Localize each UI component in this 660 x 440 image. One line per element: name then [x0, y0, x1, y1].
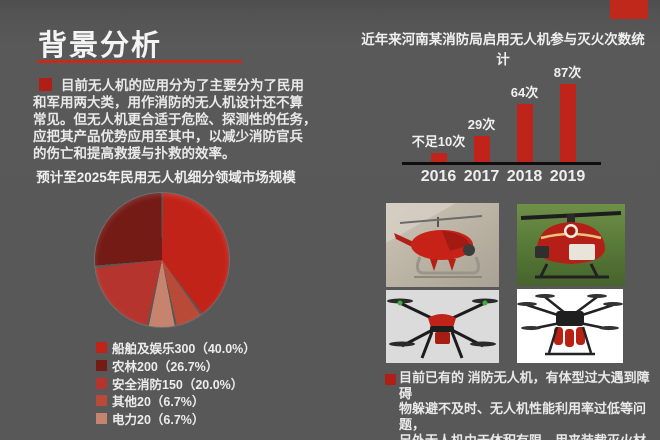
legend-label: 电力20（6.7%）	[112, 413, 205, 428]
legend-row: 农林200（26.7%）	[96, 357, 256, 375]
legend-swatch-icon	[96, 360, 107, 372]
x-tick-label: 2016	[420, 168, 457, 185]
drone-photo-top-left	[386, 203, 499, 287]
legend-label: 安全消防150（20.0%）	[112, 377, 244, 392]
bar	[473, 136, 490, 162]
bar-chart-title: 近年来河南某消防局启用无人机参与灭火次数统计	[361, 32, 645, 67]
drone-photo-bottom-left	[386, 290, 499, 363]
bar-column: 64次	[503, 82, 546, 162]
x-tick-label: 2019	[549, 168, 586, 185]
bar-column: 不足10次	[412, 131, 465, 162]
bar	[559, 84, 576, 162]
red-square-bullet-icon	[39, 78, 52, 91]
legend-row: 安全消防150（20.0%）	[96, 374, 256, 392]
bar	[516, 104, 533, 162]
bar	[430, 153, 447, 162]
legend-row: 船舶及娱乐300（40.0%）	[96, 339, 256, 357]
legend-label: 船舶及娱乐300（40.0%）	[112, 342, 256, 357]
x-tick-label: 2017	[463, 168, 500, 185]
title-underline	[37, 60, 242, 63]
bar-value-label: 64次	[510, 85, 539, 100]
bar-chart-x-axis	[402, 162, 601, 165]
legend-swatch-icon	[96, 413, 107, 425]
bar-chart: 不足10次 29次 64次 87次	[412, 62, 589, 162]
corner-accent-bar	[610, 0, 648, 19]
bar-chart-x-tick-labels: 2016 2017 2018 2019	[417, 168, 589, 186]
intro-text: 目前无人机的应用分为了主要分为了民用 和军用两大类，用作消防的无人机设计还不算 …	[33, 78, 317, 161]
pie-chart	[95, 193, 229, 327]
legend-swatch-icon	[96, 342, 107, 354]
bar-value-label: 不足10次	[411, 134, 466, 149]
pie-chart-title: 预计至2025年民用无人机细分领域市场规模	[36, 170, 296, 185]
legend-label: 其他20（6.7%）	[112, 395, 205, 410]
legend-row: 其他20（6.7%）	[96, 392, 256, 410]
pie-legend: 船舶及娱乐300（40.0%） 农林200（26.7%） 安全消防150（20.0%…	[96, 339, 256, 427]
legend-label: 农林200（26.7%）	[112, 360, 219, 375]
bar-column: 87次	[546, 62, 589, 162]
red-square-bullet-icon	[385, 374, 396, 385]
legend-swatch-icon	[96, 395, 107, 407]
outro-paragraph: 目前已有的 消防无人机，有体型过大遇到障碍 物躲避不及时、无人机性能利用率过低等…	[399, 370, 650, 440]
intro-paragraph: 目前无人机的应用分为了主要分为了民用 和军用两大类，用作消防的无人机设计还不算 …	[33, 77, 338, 162]
page-title: 背景分析	[38, 30, 163, 62]
x-tick-label: 2018	[506, 168, 543, 185]
drone-photo-bottom-right	[517, 289, 623, 363]
bar-column: 29次	[460, 114, 503, 162]
legend-row: 电力20（6.7%）	[96, 410, 256, 428]
drone-photo-top-right	[517, 204, 625, 286]
bar-value-label: 29次	[467, 117, 496, 132]
bar-value-label: 87次	[553, 65, 582, 80]
legend-swatch-icon	[96, 377, 107, 389]
